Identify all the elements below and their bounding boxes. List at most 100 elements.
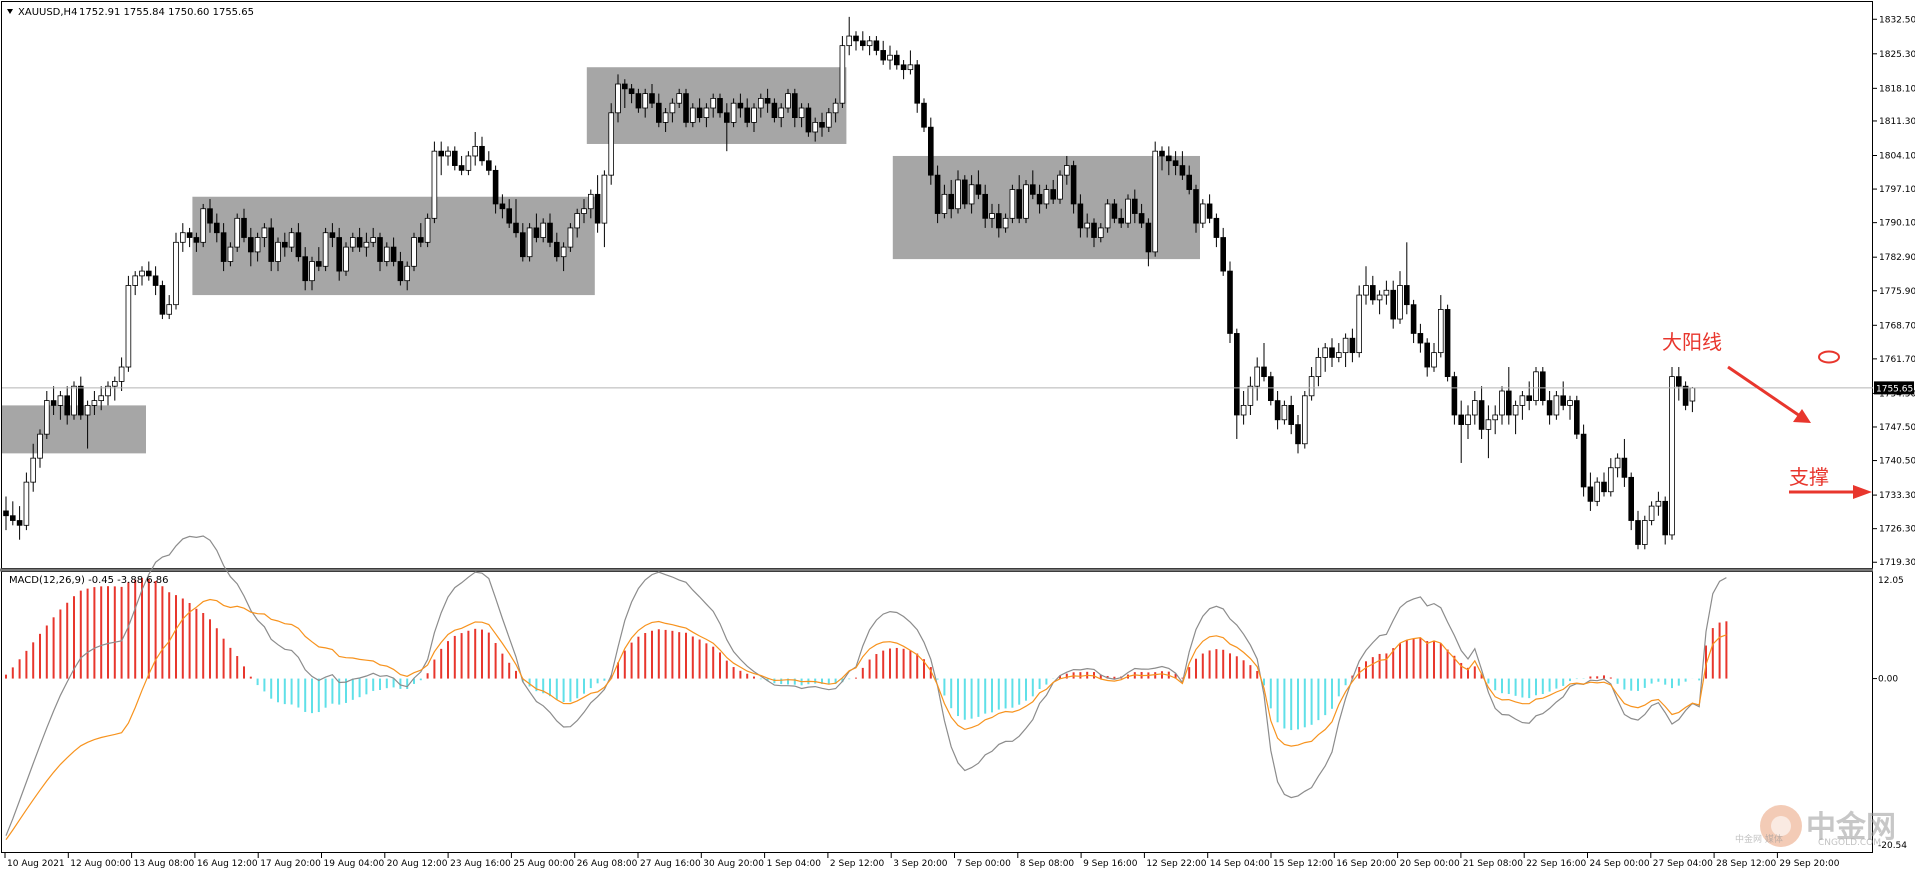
price-tick-label: 1740.50 bbox=[1879, 457, 1915, 467]
time-tick-label: 14 Sep 04:00 bbox=[1210, 859, 1270, 869]
candle-body bbox=[1410, 304, 1417, 334]
candle-body bbox=[690, 107, 696, 123]
candle-body bbox=[485, 160, 492, 171]
time-axis: 10 Aug 2021 12 Aug 00:00 13 Aug 08:00 16 Au… bbox=[4, 853, 1840, 869]
candle-body bbox=[1295, 424, 1301, 445]
time-tick-label: 13 Aug 08:00 bbox=[134, 859, 195, 869]
candle-body bbox=[989, 213, 995, 219]
candle-body bbox=[112, 381, 118, 387]
candle-body bbox=[1138, 213, 1145, 224]
candle-body bbox=[1601, 481, 1607, 493]
candle-body bbox=[1404, 285, 1410, 306]
candle-body bbox=[1512, 404, 1519, 416]
price-tick-label: 1790.10 bbox=[1879, 219, 1915, 229]
candle-body bbox=[914, 64, 920, 104]
candle-body bbox=[288, 232, 295, 248]
candle-body bbox=[309, 261, 315, 282]
candle-body bbox=[1689, 387, 1696, 402]
candles bbox=[3, 16, 1696, 550]
candle-body bbox=[540, 222, 546, 238]
current-price-marker bbox=[1874, 381, 1914, 395]
candle-body bbox=[1329, 347, 1335, 358]
candle-body bbox=[921, 102, 927, 128]
candle-body bbox=[431, 150, 438, 219]
candle-body bbox=[390, 246, 397, 262]
candle-body bbox=[186, 232, 193, 238]
candle-body bbox=[703, 107, 710, 118]
candle-body bbox=[193, 237, 200, 243]
candle-body bbox=[513, 222, 519, 234]
candle-body bbox=[37, 433, 43, 459]
candle-body bbox=[23, 481, 30, 526]
candle-body bbox=[438, 150, 444, 157]
watermark-faint-text: 中金网 媒体 bbox=[1735, 833, 1783, 845]
candle-body bbox=[1553, 395, 1560, 416]
watermark-url: CNGOLD.COM bbox=[1818, 838, 1881, 848]
time-tick-label: 10 Aug 2021 bbox=[7, 859, 65, 869]
candle-body bbox=[132, 275, 139, 286]
candle-body bbox=[295, 232, 302, 258]
candle-body bbox=[683, 93, 689, 123]
candle-body bbox=[785, 93, 791, 109]
candle-body bbox=[1036, 193, 1043, 205]
candle-body bbox=[1023, 184, 1029, 219]
candle-body bbox=[1186, 174, 1193, 190]
candle-body bbox=[159, 285, 166, 315]
candle-body bbox=[336, 237, 342, 272]
candle-body bbox=[383, 246, 390, 262]
candle-body bbox=[955, 179, 961, 210]
price-tick-label: 1825.30 bbox=[1879, 50, 1915, 60]
candle-body bbox=[1152, 150, 1159, 253]
candle-body bbox=[1614, 457, 1621, 469]
candle-body bbox=[798, 107, 805, 118]
annotation-arrow-2-head bbox=[1853, 485, 1872, 499]
candle-body bbox=[472, 145, 478, 157]
price-tick-label: 1832.50 bbox=[1879, 15, 1915, 25]
candle-body bbox=[1016, 189, 1022, 219]
candle-body bbox=[1472, 400, 1478, 416]
candle-body bbox=[1390, 289, 1397, 320]
candle-body bbox=[227, 246, 234, 262]
candle-body bbox=[322, 232, 329, 267]
candle-body bbox=[730, 102, 737, 123]
candle-body bbox=[1540, 371, 1546, 401]
candle-body bbox=[1526, 395, 1533, 401]
candle-body bbox=[1288, 404, 1295, 425]
candle-body bbox=[1676, 376, 1682, 387]
candle-body bbox=[506, 208, 512, 224]
candle-body bbox=[853, 35, 859, 42]
candle-body bbox=[1043, 189, 1050, 205]
candle-body bbox=[792, 93, 798, 118]
candle-body bbox=[1111, 203, 1118, 219]
candle-body bbox=[1451, 376, 1458, 416]
candle-body bbox=[1315, 357, 1322, 378]
macd-tick-top: 12.05 bbox=[1878, 576, 1904, 586]
candle-body bbox=[356, 237, 363, 248]
price-tick-label: 1733.30 bbox=[1879, 491, 1915, 501]
candle-body bbox=[642, 93, 648, 109]
candle-body bbox=[44, 400, 50, 435]
candle-body bbox=[152, 275, 159, 286]
candle-body bbox=[254, 237, 261, 253]
candle-body bbox=[1424, 342, 1431, 368]
candle-body bbox=[1302, 395, 1308, 445]
candle-body bbox=[349, 237, 356, 248]
candle-body bbox=[1002, 217, 1009, 229]
candle-body bbox=[105, 385, 111, 397]
symbol-dropdown-icon[interactable] bbox=[7, 9, 13, 14]
candle-body bbox=[1206, 203, 1213, 219]
candle-body bbox=[1546, 400, 1553, 416]
time-tick-label: 27 Sep 04:00 bbox=[1653, 859, 1713, 869]
candle-body bbox=[1322, 347, 1329, 358]
candle-body bbox=[1240, 404, 1247, 416]
price-tick-label: 1719.30 bbox=[1879, 558, 1915, 568]
candle-body bbox=[615, 83, 621, 114]
candle-body bbox=[656, 102, 662, 123]
candle-body bbox=[1655, 500, 1662, 507]
candle-body bbox=[1397, 285, 1403, 320]
candle-body bbox=[417, 237, 424, 243]
candle-body bbox=[1213, 217, 1220, 238]
candle-body bbox=[710, 98, 716, 109]
annotation-big-bullish-candle: 大阳线 bbox=[1662, 330, 1722, 354]
